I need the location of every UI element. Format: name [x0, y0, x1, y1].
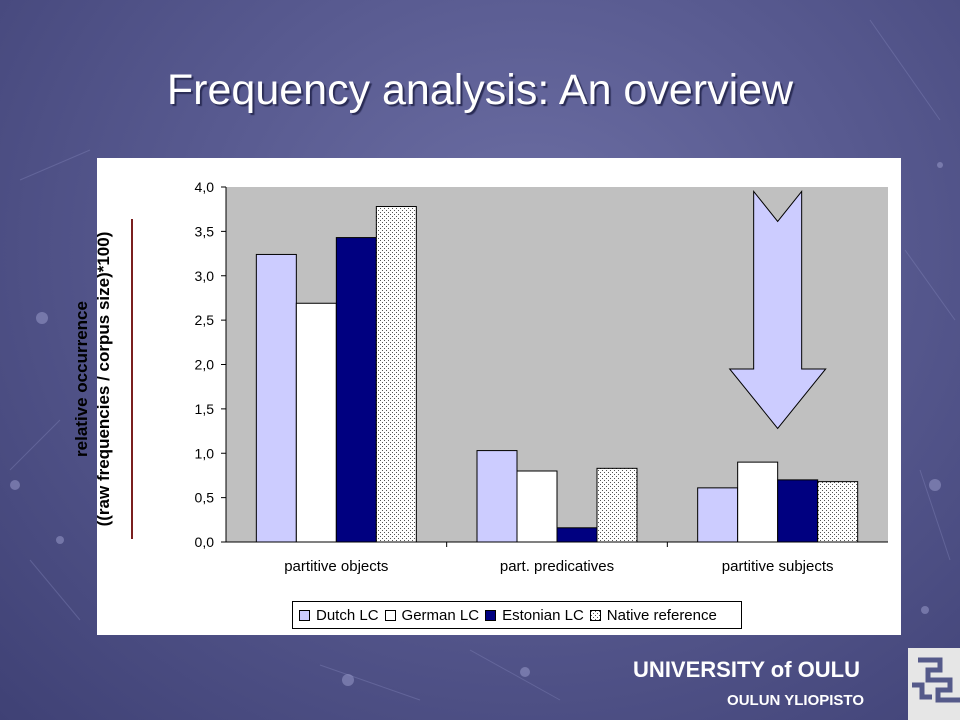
bar-dutch-lc-0 — [255, 253, 297, 543]
footer-university: UNIVERSITY of OULU — [633, 657, 860, 682]
bar-estonian-lc-0 — [335, 237, 377, 543]
bar-estonian-lc-2 — [777, 479, 819, 543]
legend-swatch-dutch — [299, 609, 310, 621]
bar-dutch-lc-1 — [476, 450, 518, 543]
legend-item-dutch: Dutch LC — [299, 607, 379, 624]
y-tick-label: 1,5 — [195, 401, 215, 417]
legend-label-native: Native reference — [606, 606, 717, 624]
bar-estonian-lc-1 — [556, 527, 598, 543]
y-tick-label: 2,0 — [195, 357, 215, 373]
bar-native-reference-2 — [817, 481, 859, 543]
legend-swatch-native — [589, 609, 601, 621]
legend-swatch-estonian — [485, 609, 497, 621]
slide-title: Frequency analysis: An overview — [166, 66, 794, 114]
chart-legend: Dutch LC German LC Estonian LC Native re… — [292, 601, 742, 629]
legend-item-native: Native reference — [589, 606, 717, 624]
x-category-label: partitive objects — [284, 558, 388, 575]
legend-item-estonian: Estonian LC — [485, 607, 584, 624]
bar-german-lc-2 — [737, 461, 779, 543]
legend-item-german: German LC — [384, 606, 480, 624]
bar-native-reference-0 — [375, 206, 417, 543]
bar-native-reference-1 — [596, 467, 638, 543]
y-tick-label: 0,0 — [195, 534, 215, 550]
y-tick-label: 2,5 — [195, 312, 215, 328]
down-arrow-annotation — [728, 190, 827, 430]
y-tick-label: 0,5 — [195, 490, 215, 506]
legend-swatch-german — [384, 609, 396, 621]
footer-university-finnish: OULUN YLIOPISTO — [727, 692, 864, 709]
legend-label-german: German LC — [401, 606, 480, 624]
legend-label-dutch: Dutch LC — [316, 606, 379, 624]
university-logo — [908, 648, 960, 720]
y-tick-label: 3,0 — [195, 268, 215, 284]
y-tick-label: 3,5 — [195, 223, 215, 239]
x-category-label: partitive subjects — [722, 558, 834, 575]
bar-german-lc-1 — [516, 470, 558, 543]
bar-german-lc-0 — [295, 302, 337, 543]
y-tick-label: 1,0 — [195, 445, 215, 461]
y-tick-label: 4,0 — [195, 179, 215, 195]
x-category-label: part. predicatives — [500, 558, 614, 575]
legend-label-estonian: Estonian LC — [502, 606, 584, 624]
bar-dutch-lc-2 — [697, 487, 739, 543]
